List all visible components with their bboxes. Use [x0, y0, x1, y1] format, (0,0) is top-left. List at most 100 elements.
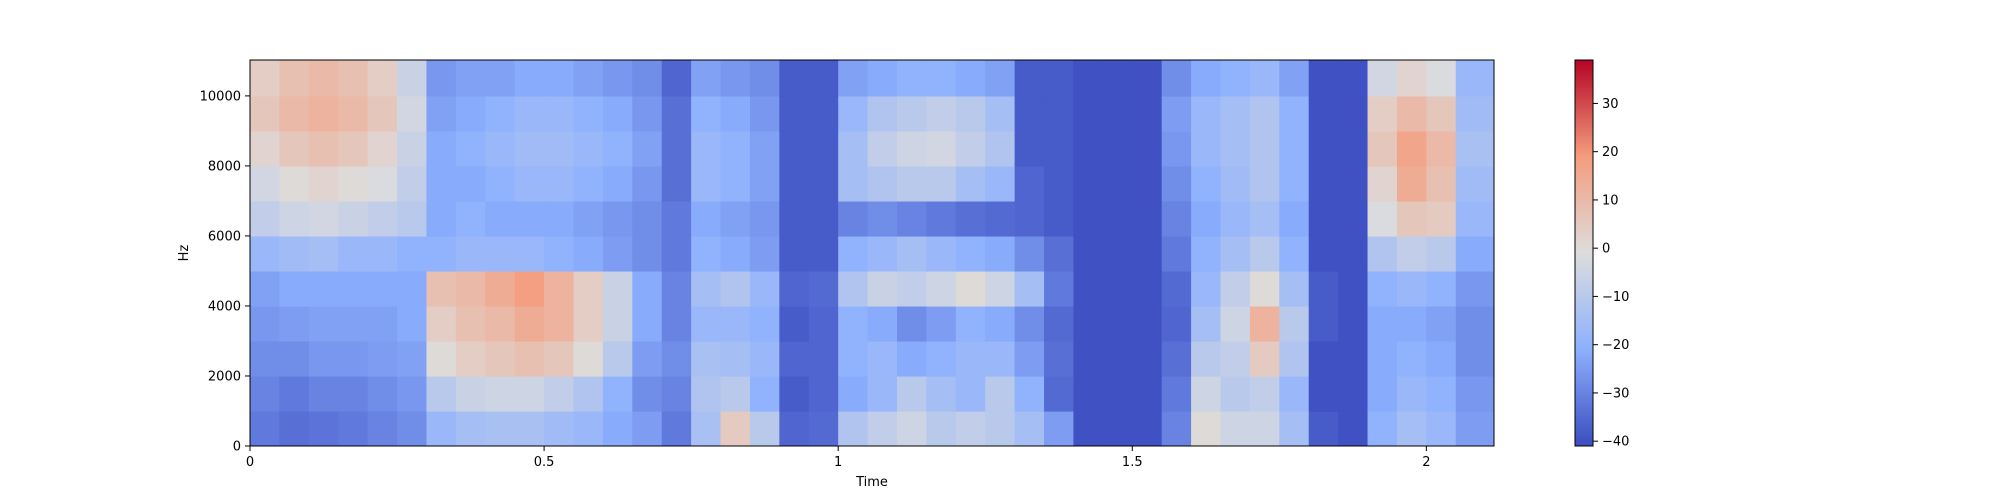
heatmap-cell — [1455, 60, 1494, 97]
heatmap-cell — [602, 200, 633, 237]
heatmap-cell — [514, 270, 545, 307]
heatmap-cell — [1220, 235, 1251, 272]
y-tick-label: 2000 — [208, 369, 241, 384]
heatmap-cell — [1161, 165, 1192, 202]
heatmap-cell — [1220, 95, 1251, 132]
heatmap-cell — [1014, 165, 1045, 202]
heatmap-cell — [1249, 60, 1280, 97]
heatmap-cell — [691, 60, 722, 97]
heatmap-cell — [632, 130, 663, 167]
heatmap-cell — [661, 270, 692, 307]
heatmap-cell — [1044, 305, 1075, 342]
heatmap-cell — [397, 375, 428, 412]
heatmap-cell — [1102, 305, 1133, 342]
heatmap-cell — [602, 305, 633, 342]
heatmap-cell — [1014, 60, 1045, 97]
heatmap-cell — [455, 235, 486, 272]
heatmap-cell — [838, 410, 869, 446]
heatmap-cell — [749, 60, 780, 97]
heatmap-cell — [1279, 60, 1310, 97]
heatmap-cell — [544, 305, 575, 342]
heatmap-cell — [367, 270, 398, 307]
heatmap-cell — [573, 95, 604, 132]
heatmap-cell — [1014, 410, 1045, 446]
heatmap-cell — [602, 95, 633, 132]
heatmap-cell — [250, 165, 281, 202]
heatmap-cell — [1249, 340, 1280, 377]
heatmap-cell — [867, 130, 898, 167]
heatmap-cell — [1396, 270, 1427, 307]
heatmap-cell — [397, 410, 428, 446]
heatmap-cell — [279, 305, 310, 342]
x-axis-label: Time — [855, 475, 888, 490]
heatmap-cell — [661, 165, 692, 202]
heatmap-cell — [397, 200, 428, 237]
heatmap-cell — [985, 130, 1016, 167]
heatmap-cell — [338, 305, 369, 342]
heatmap-cell — [1455, 165, 1494, 202]
heatmap-cell — [661, 200, 692, 237]
heatmap-cell — [838, 340, 869, 377]
heatmap-cell — [1396, 130, 1427, 167]
heatmap-cell — [720, 165, 751, 202]
heatmap-cell — [985, 305, 1016, 342]
heatmap-cell — [1102, 165, 1133, 202]
heatmap-cell — [926, 305, 957, 342]
heatmap-cell — [955, 60, 986, 97]
heatmap-cell — [397, 270, 428, 307]
heatmap-cell — [250, 235, 281, 272]
heatmap-cell — [1132, 305, 1163, 342]
heatmap-cell — [250, 340, 281, 377]
heatmap-cell — [279, 340, 310, 377]
heatmap-cell — [250, 95, 281, 132]
heatmap-cell — [691, 340, 722, 377]
heatmap-cell — [926, 270, 957, 307]
heatmap-cell — [397, 60, 428, 97]
heatmap-cell — [367, 235, 398, 272]
heatmap-cell — [1367, 235, 1398, 272]
heatmap-cell — [955, 270, 986, 307]
heatmap-cell — [1279, 305, 1310, 342]
heatmap-cell — [308, 95, 339, 132]
plot-frame — [249, 59, 1495, 447]
heatmap-cell — [1396, 95, 1427, 132]
heatmap-cell — [573, 270, 604, 307]
heatmap-cell — [749, 235, 780, 272]
heatmap-cell — [1396, 60, 1427, 97]
heatmap-cell — [779, 235, 810, 272]
heatmap-cell — [1367, 165, 1398, 202]
heatmap-cell — [1132, 375, 1163, 412]
heatmap-cell — [426, 200, 457, 237]
heatmap-cell — [602, 375, 633, 412]
heatmap-cell — [573, 165, 604, 202]
heatmap-cell — [867, 60, 898, 97]
heatmap-cell — [1191, 165, 1222, 202]
heatmap-cell — [1073, 305, 1104, 342]
heatmap-cell — [1161, 235, 1192, 272]
heatmap-cell — [338, 235, 369, 272]
heatmap-cell — [367, 410, 398, 446]
heatmap-cell — [779, 200, 810, 237]
heatmap-cell — [514, 340, 545, 377]
heatmap-cell — [1426, 305, 1457, 342]
colorbar: −40 −30 −20 −10 0 10 20 30 — [1574, 59, 1629, 450]
heatmap-cell — [1132, 130, 1163, 167]
heatmap-cell — [308, 305, 339, 342]
heatmap-cell — [1161, 270, 1192, 307]
heatmap-cell — [955, 410, 986, 446]
heatmap-cell — [779, 305, 810, 342]
heatmap-cell — [1102, 375, 1133, 412]
y-axis-ticks: 0 2000 4000 6000 8000 10000 — [200, 89, 250, 455]
heatmap-cell — [838, 95, 869, 132]
heatmap-cell — [838, 375, 869, 412]
heatmap-cell — [897, 200, 928, 237]
heatmap-cell — [808, 130, 839, 167]
heatmap-cell — [250, 130, 281, 167]
heatmap-cell — [279, 375, 310, 412]
heatmap-cell — [573, 340, 604, 377]
heatmap-cell — [1279, 165, 1310, 202]
heatmap-cell — [1279, 200, 1310, 237]
heatmap-cell — [1102, 130, 1133, 167]
x-axis-ticks: 0 0.5 1 1.5 2 — [246, 446, 1431, 470]
heatmap-cell — [1308, 95, 1339, 132]
